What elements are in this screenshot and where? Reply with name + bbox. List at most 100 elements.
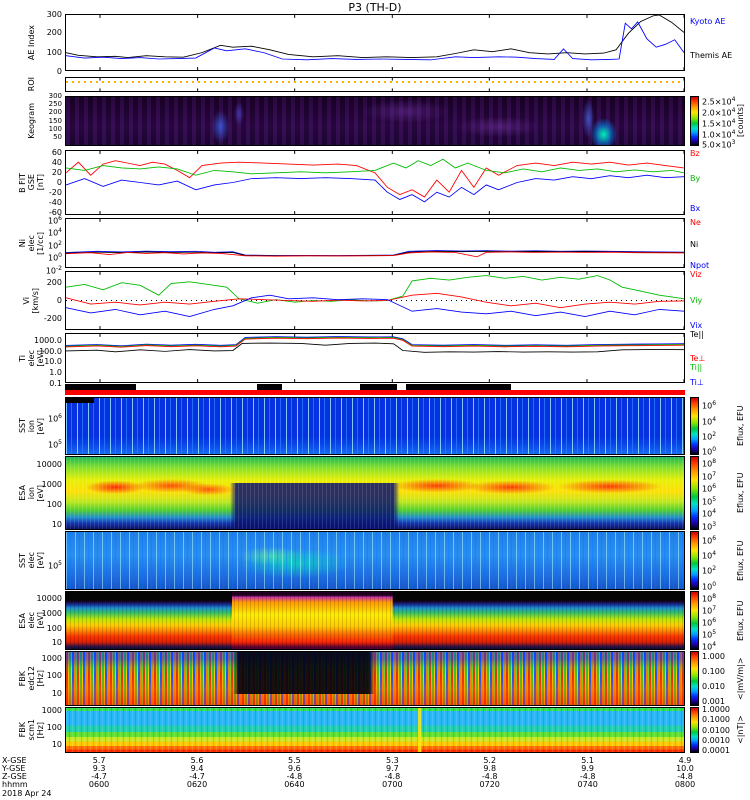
colorbar-tick: 0.001: [702, 696, 725, 706]
ytick-label: 60: [51, 147, 62, 157]
colorbar-tick: 0.1000: [702, 715, 730, 725]
ytick-label: 0.1: [49, 378, 62, 388]
plotbox-ti: [65, 333, 685, 383]
plotbox-roi: [65, 77, 685, 92]
flag-segment: [65, 384, 137, 390]
colorbar-tick: 106: [702, 483, 717, 494]
axis-column-0700: 5.3 9.7 -4.8 0700: [382, 757, 402, 789]
axis-value: 5.5: [288, 756, 301, 765]
plotbox-bfit: [65, 150, 685, 215]
axis-row-header-z-gse: Z-GSE: [2, 772, 27, 781]
legend-by: By: [690, 173, 701, 183]
quality-flag-strip: [65, 384, 685, 390]
colorbar-tick: 1.5×104: [702, 117, 736, 129]
ytick-label: 10000: [36, 460, 62, 470]
ytick-label: 106: [47, 412, 62, 424]
ytick-label: 300: [48, 91, 62, 100]
axis-value: 9.7: [385, 764, 399, 773]
ytick-label: 100: [47, 252, 62, 263]
series-svg-vi: [66, 272, 684, 329]
ytick-label: 1000: [41, 706, 62, 716]
colorbar-tick: 1.0000: [702, 705, 730, 715]
series-svg-ni: [66, 219, 684, 267]
axis-value: 0600: [88, 780, 110, 789]
series-Bz: [66, 160, 684, 198]
axis-value: 5.2: [483, 756, 497, 765]
colorbar-tick: 104: [702, 640, 717, 652]
colorbar-tick: 103: [702, 520, 717, 532]
plotbox-fbkb: [65, 707, 685, 753]
axis-value: 5.3: [385, 756, 399, 765]
ytick-label: 10.0: [44, 357, 62, 367]
ytick-label: 102: [47, 239, 62, 251]
axis-value: 0640: [284, 780, 305, 789]
colorbar-esai: [690, 456, 699, 530]
plotbox-vi: [65, 271, 685, 330]
ytick-label: 10: [51, 638, 62, 648]
ytick-label: 100: [46, 47, 62, 57]
axis-column-0620: 5.6 9.4 -4.7 0620: [187, 757, 207, 789]
legend-te: Te⊥: [690, 354, 706, 363]
flag-segment: [406, 384, 512, 390]
axis-column-0600: 5.7 9.3 -4.7 0600: [89, 757, 109, 789]
ytick-label: 10: [51, 740, 62, 750]
series-Kyoto AE: [66, 21, 684, 61]
ytick-label: 105: [47, 438, 62, 450]
ytick-label: 10: [51, 519, 62, 529]
colorbar-tick: 100: [702, 580, 717, 592]
axis-value: 5.1: [581, 756, 595, 765]
colorbar-fbkb: [690, 707, 699, 753]
axis-value: 10.0: [676, 764, 694, 773]
colorbar-tick: 2.0×104: [702, 106, 736, 118]
axis-value: 0720: [479, 780, 500, 789]
axis-value: 9.9: [581, 764, 595, 773]
plotbox-sste: [65, 531, 685, 590]
series-Ne: [66, 251, 684, 258]
colorbar-tick: 1.000: [702, 652, 725, 661]
plot-title: P3 (TH-D): [348, 1, 402, 14]
ytick-label: 250: [48, 99, 62, 108]
plotbox-esae: [65, 591, 685, 650]
ytick-label: 40: [51, 157, 62, 167]
legend-ni: Ni: [690, 240, 699, 249]
colorbar-tick: 102: [702, 565, 717, 576]
colorbar-tick: 1.0×104: [702, 128, 736, 140]
axis-value: 0740: [577, 780, 598, 789]
colorbar-unit-esai: Eflux, EFU: [736, 472, 745, 514]
colorbar-unit-sste: Eflux, EFU: [736, 540, 745, 581]
ytick-label: 1000: [41, 480, 62, 490]
ytick-label: 1000: [41, 608, 62, 618]
series-Ti-par: [66, 336, 684, 347]
axis-value: 9.6: [288, 764, 301, 773]
axis-value: 9.3: [92, 764, 106, 773]
colorbar-unit-ssti: Eflux, EFU: [736, 405, 745, 447]
ytick-label: 20: [51, 167, 62, 177]
axis-value: 4.9: [678, 756, 692, 765]
ytick-label: 104: [47, 227, 62, 238]
colorbar-tick: 107: [702, 605, 717, 616]
axis-value: 5.7: [92, 756, 106, 765]
ytick-label: -200: [43, 314, 62, 324]
colorbar-unit-fbke: <|mV/m|>: [736, 657, 745, 700]
plotbox-keo: [65, 96, 685, 146]
colorbar-tick: 100: [702, 445, 717, 457]
colorbar-unit-keo: [counts]: [736, 104, 745, 138]
series-Bx: [66, 174, 684, 203]
series-svg-bfit: [66, 151, 684, 214]
colorbar-tick: 5.0×103: [702, 139, 736, 150]
colorbar-tick: 105: [702, 628, 717, 640]
ytick-label: 150: [48, 116, 62, 125]
legend-kyotoae: Kyoto AE: [690, 16, 726, 26]
legend-viy: Viy: [690, 295, 703, 305]
ytick-label: 200: [46, 28, 62, 38]
ytick-label: 105: [47, 559, 62, 571]
axis-value: -4.7: [189, 772, 205, 781]
ytick-label: 100.0: [39, 346, 62, 356]
axis-value: 0700: [382, 780, 403, 789]
series-Vix: [66, 294, 684, 317]
axis-column-0800: 4.9 10.0 -4.8 0800: [675, 757, 695, 789]
legend-ti: Ti⊥: [690, 377, 704, 387]
axis-row-header-hhmm: hhmm: [2, 780, 28, 789]
series-Ni: [66, 250, 684, 257]
